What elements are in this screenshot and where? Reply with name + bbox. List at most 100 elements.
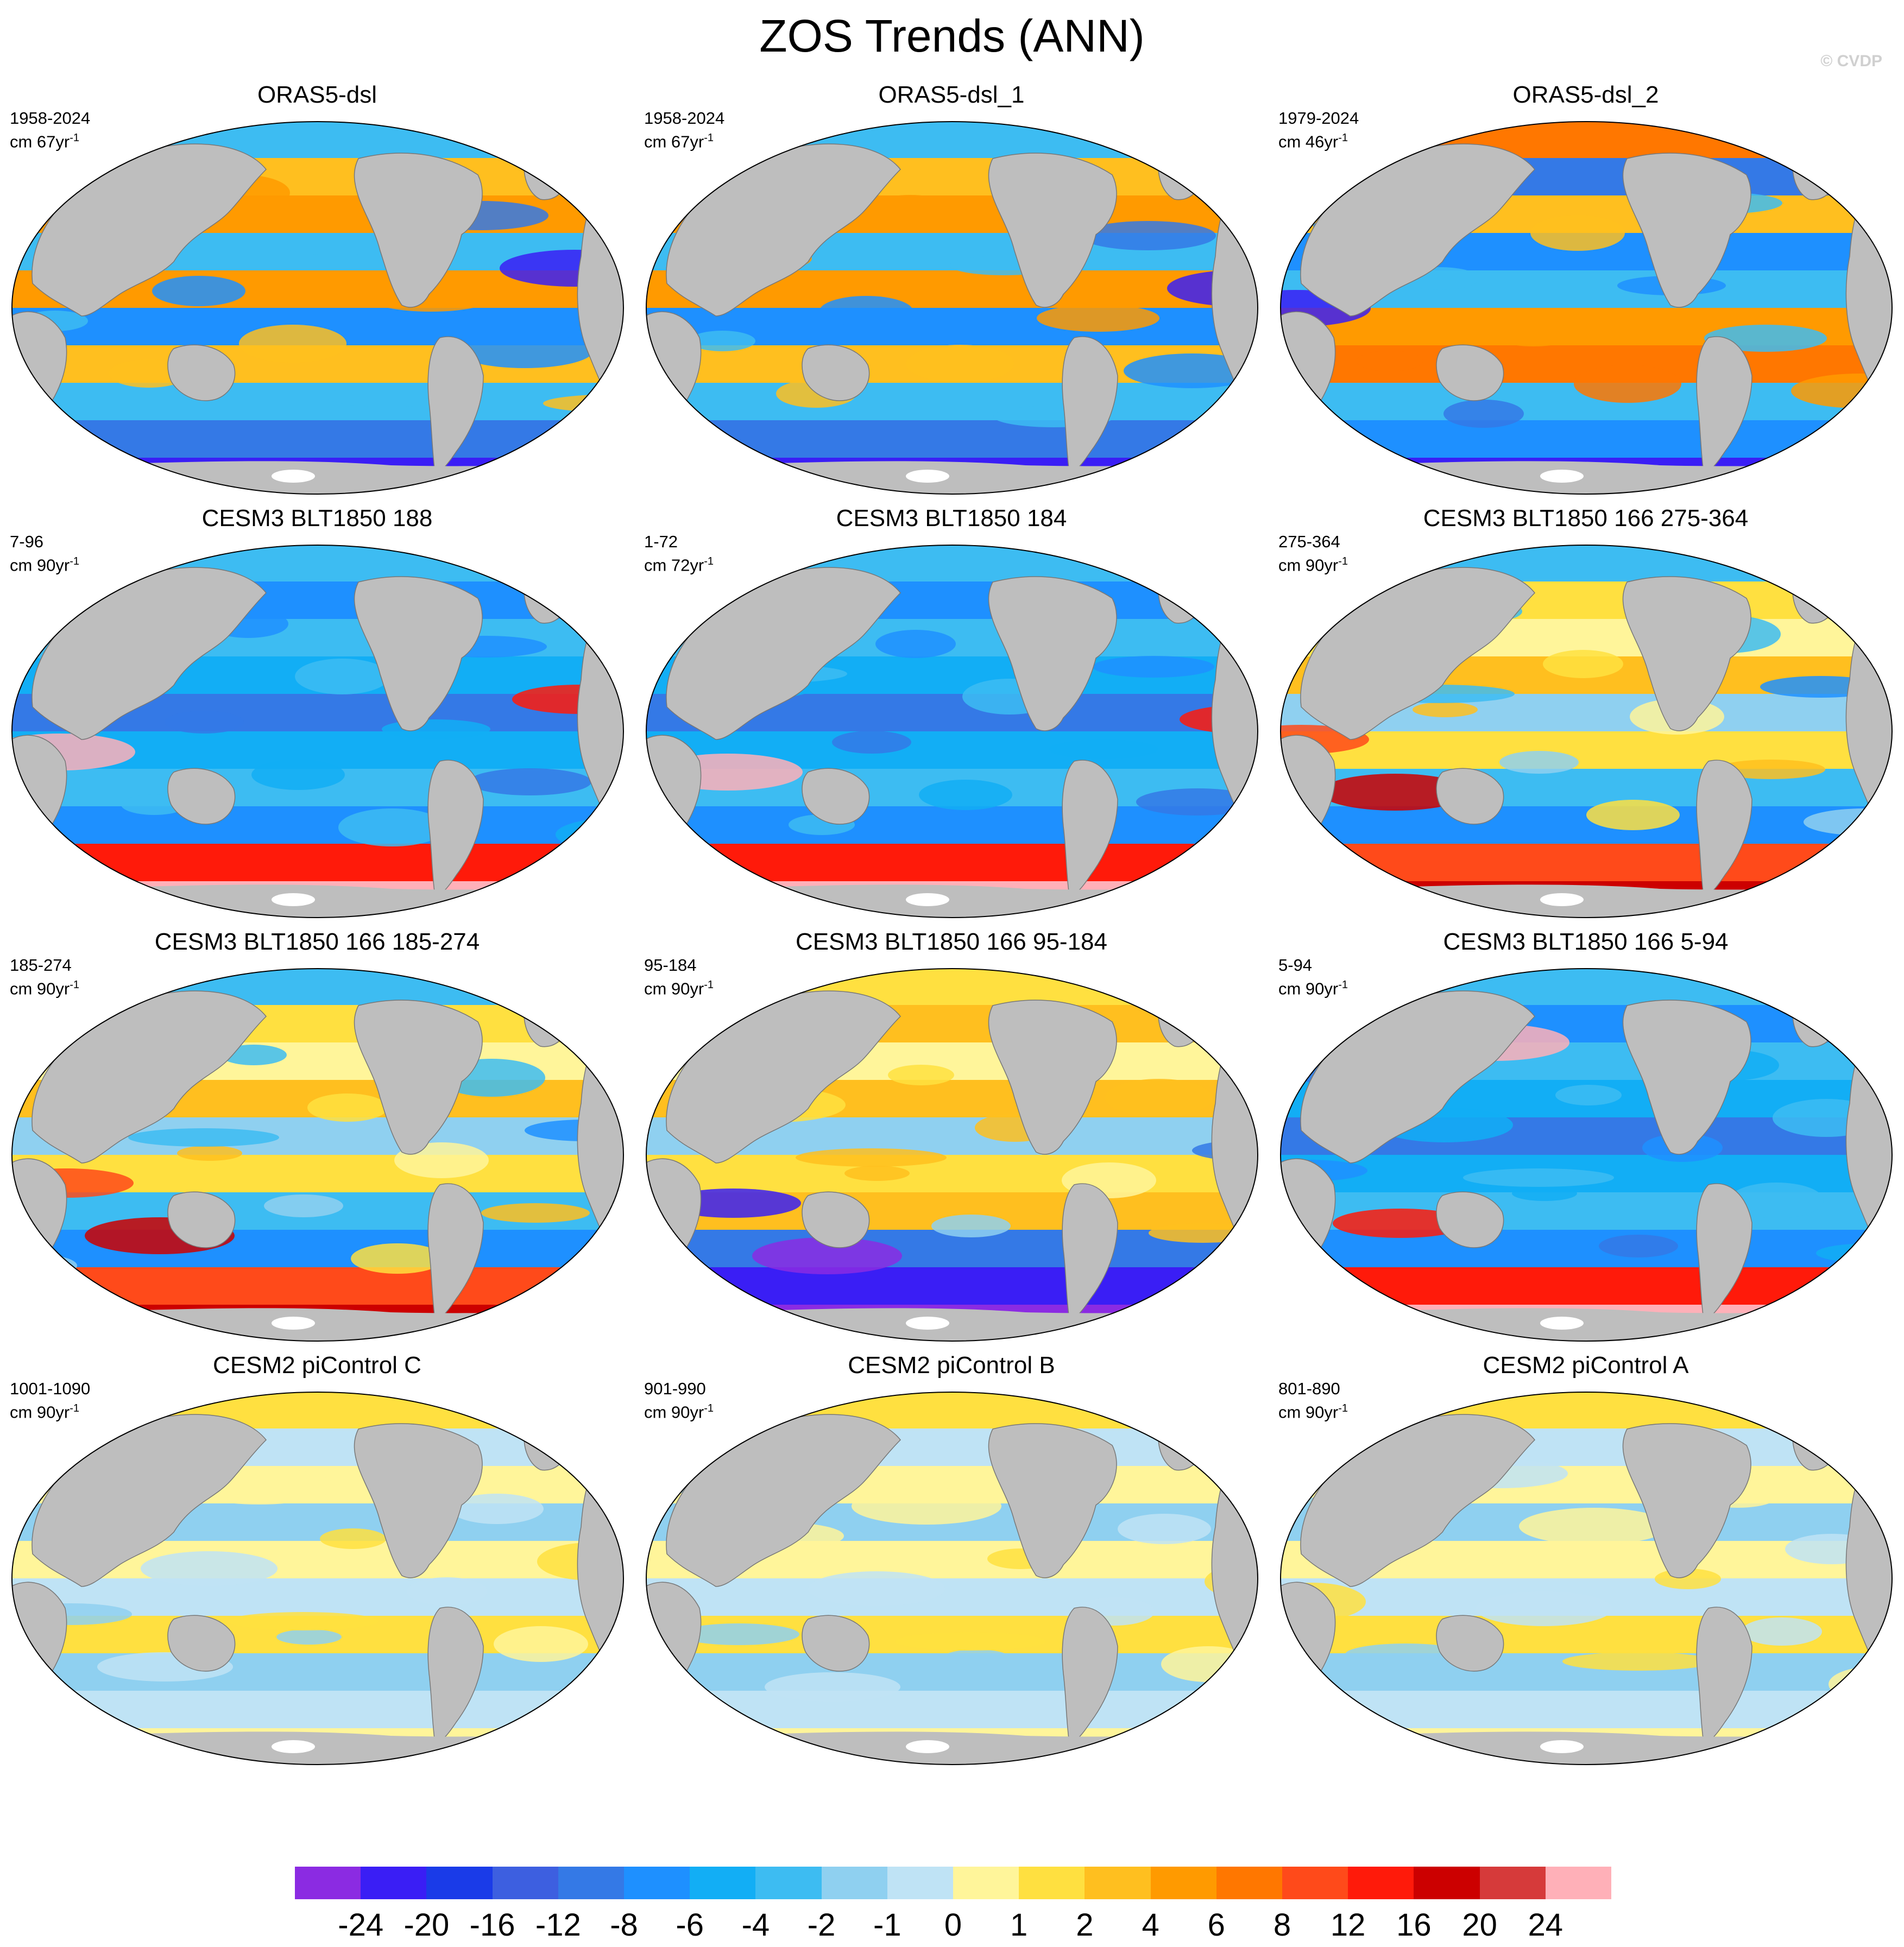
map-panel: CESM3 BLT1850 166 185-274 185-274 cm 90yr-… [0,928,634,1347]
antarctica-land [646,1308,1258,1341]
ice-shelf [906,893,949,906]
panel-period-label: 5-94 cm 90yr-1 [1278,956,1348,998]
panel-period-label: 1958-2024 cm 67yr-1 [644,109,724,151]
ocean-trend-band [646,383,1258,421]
trend-unit-exponent: -1 [70,132,80,144]
ocean-anomaly [895,1632,1046,1651]
colorbar-swatch [1348,1867,1414,1899]
ocean-anomaly [282,236,391,255]
period-range: 275-364 [1278,532,1340,551]
land-mass [988,1000,1117,1155]
ocean-anomaly [338,808,446,846]
land-mass [802,1615,870,1672]
panel-title: ORAS5-dsl [257,81,377,108]
ice-shelf [272,470,315,483]
ocean-trend-band [12,1267,623,1305]
trend-unit: cm 90yr-1 [10,1399,90,1422]
land-mass [1436,1191,1504,1248]
trend-unit: cm 90yr-1 [1278,975,1348,998]
colorbar-swatch [755,1867,822,1899]
world-map [11,545,624,918]
map-panel: CESM2 piControl C 1001-1090 cm 90yr-1 [0,1352,634,1770]
world-map [1280,121,1893,495]
panel-title: CESM3 BLT1850 166 275-364 [1423,505,1749,532]
map-panel: CESM2 piControl B 901-990 cm 90yr-1 [634,1352,1269,1770]
ocean-anomaly [1093,656,1214,678]
colorbar-tick-label: -2 [807,1907,836,1943]
land-mass [1436,344,1504,401]
ocean-anomaly [128,1128,279,1147]
period-range: 1958-2024 [644,109,725,128]
ocean-anomaly [808,1571,945,1606]
antarctica-land [1281,1731,1892,1765]
antarctica-land [12,1308,623,1341]
ocean-trend-band [646,1691,1258,1729]
land-mass [802,1191,870,1248]
ocean-trend-band [646,806,1258,844]
ocean-anomaly [494,1626,588,1662]
ice-shelf [272,1317,315,1330]
ocean-anomaly [689,331,755,351]
land-mass [802,768,870,825]
ocean-trend-band [646,1392,1258,1429]
ocean-anomaly [177,1146,242,1161]
ocean-trend-band [1281,122,1892,159]
ice-shelf [1540,893,1584,906]
panel-title: ORAS5-dsl_1 [878,81,1025,108]
ocean-anomaly [12,178,43,193]
ocean-anomaly [1742,1617,1822,1646]
world-map [11,968,624,1342]
colorbar-tick-label: 12 [1330,1907,1366,1943]
colorbar-swatch [1019,1867,1085,1899]
panel-title: CESM2 piControl A [1483,1352,1689,1379]
world-map [1280,1392,1893,1765]
panel-title: CESM2 piControl B [848,1352,1055,1379]
world-map [11,121,624,495]
land-mass [988,1423,1117,1578]
ocean-anomaly [228,1612,379,1630]
map-border [1280,121,1893,495]
land-mass [167,1615,236,1672]
ocean-trend-band [646,545,1258,582]
period-range: 1979-2024 [1278,109,1359,128]
land-mass [1696,1183,1752,1318]
trend-unit: cm 72yr-1 [644,552,714,575]
world-map [1280,968,1893,1342]
ocean-anomaly [12,1453,75,1473]
ocean-anomaly [152,276,245,306]
antarctica-land [646,884,1258,918]
figure-title: ZOS Trends (ANN) [759,10,1145,61]
panel-period-label: 1979-2024 cm 46yr-1 [1278,109,1359,151]
colorbar-swatch [1216,1867,1283,1899]
trend-unit-text: cm 67yr [10,132,70,151]
map-border [646,121,1258,495]
ocean-anomaly [1574,365,1681,403]
trend-unit: cm 90yr-1 [644,975,714,998]
colorbar-swatch [1414,1867,1480,1899]
ocean-anomaly [796,1148,947,1167]
ocean-trend-band [646,1578,1258,1616]
colorbar-tick-label: -8 [610,1907,638,1943]
map-panel: CESM3 BLT1850 166 95-184 95-184 cm 90yr-1 [634,928,1269,1347]
ocean-anomaly [1729,1183,1824,1218]
panel-period-label: 7-96 cm 90yr-1 [10,532,79,575]
map-panel: CESM3 BLT1850 188 7-96 cm 90yr-1 [0,505,634,923]
panel-period-label: 1-72 cm 72yr-1 [644,532,714,575]
ocean-trend-band [1281,1691,1892,1729]
ocean-anomaly [1118,1514,1211,1544]
land-mass [354,1000,483,1155]
ocean-trend-band [12,545,623,582]
colorbar-swatch [361,1867,427,1899]
map-border [646,545,1258,918]
ocean-anomaly [1530,215,1625,251]
ocean-trend-band [646,969,1258,1006]
ocean-anomaly [875,630,956,658]
colorbar-tick-label: 1 [1010,1907,1028,1943]
land-mass [988,153,1117,308]
trend-unit-text: cm 72yr [644,555,704,575]
colorbar-labels: -24 -20 -16 -12 -8 -6 -4 -2 -1 0 1 2 4 6 8 12 16 20 24 [295,1907,1611,1945]
ocean-anomaly [1611,1670,1676,1685]
panel-title: CESM3 BLT1850 188 [201,505,433,532]
land-mass [1622,1423,1751,1578]
antarctica-land [12,461,623,494]
